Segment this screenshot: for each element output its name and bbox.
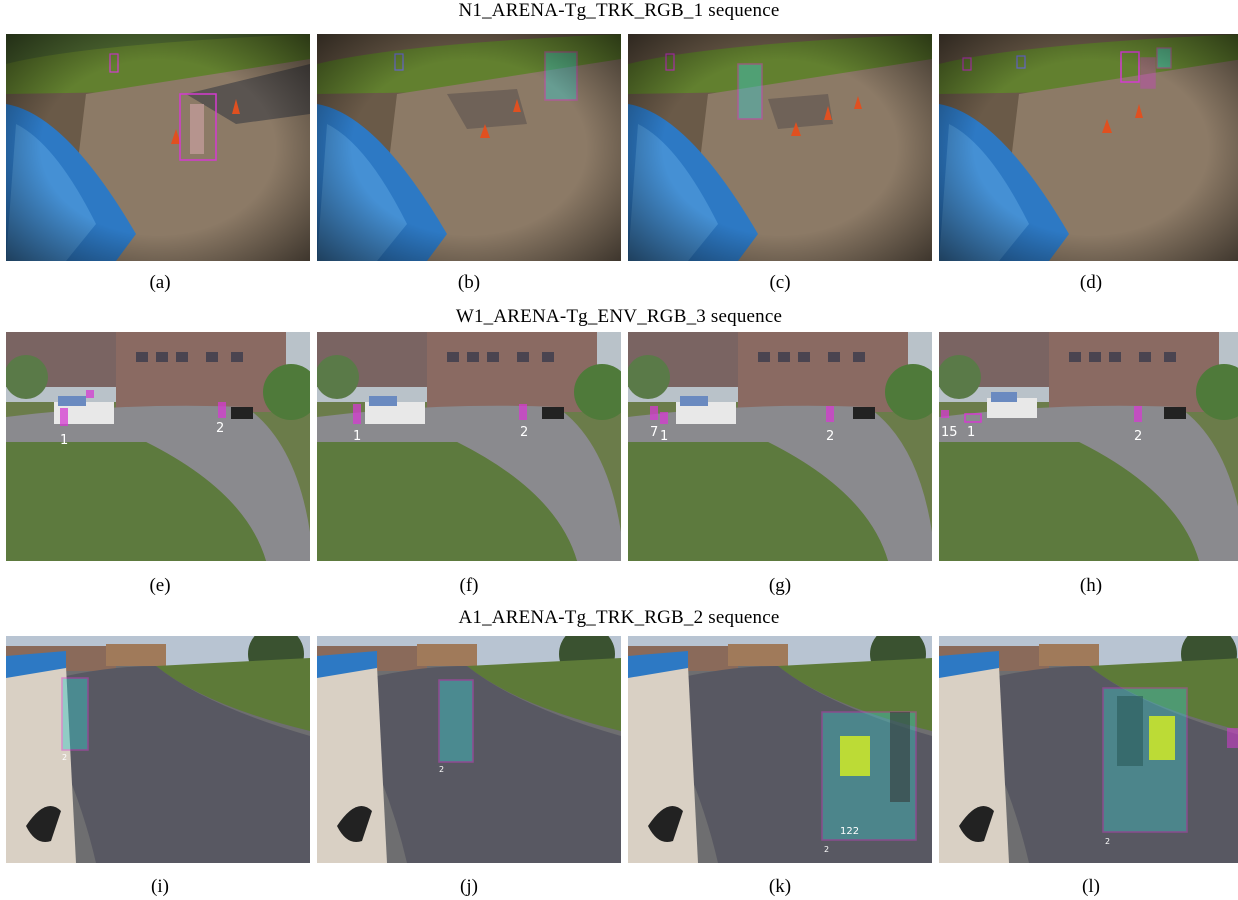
frame-i: 2 [6, 636, 310, 863]
caption-i: (i) [151, 876, 169, 897]
caption-a: (a) [149, 272, 171, 293]
caption-k: (k) [768, 876, 792, 897]
caption-c: (c) [769, 272, 791, 293]
track-id-label: 2 [1134, 429, 1142, 444]
frame-k: 122 2 [628, 636, 932, 863]
frame-a [6, 34, 310, 261]
caption-e: (e) [149, 575, 171, 596]
caption-g: (g) [768, 575, 792, 596]
sequence-title-a1: A1_ARENA-Tg_TRK_RGB_2 sequence [458, 607, 780, 628]
track-id-label: 122 [840, 826, 859, 837]
track-id-label: 2 [1105, 837, 1110, 846]
track-id-label: 7 [650, 425, 658, 440]
track-id-label: 2 [62, 753, 67, 762]
frame-b [317, 34, 621, 261]
frame-f: 1 2 [317, 332, 621, 561]
track-id-label: 1 [60, 433, 68, 448]
frame-j: 2 [317, 636, 621, 863]
track-id-label: 2 [439, 765, 444, 774]
track-id-label: 15 [941, 425, 958, 440]
frame-l: 2 [939, 636, 1238, 863]
track-id-label: 1 [660, 429, 668, 444]
track-id-label: 2 [824, 845, 829, 854]
frame-d [939, 34, 1238, 261]
sequence-title-n1: N1_ARENA-Tg_TRK_RGB_1 sequence [458, 0, 780, 21]
track-id-label: 2 [826, 429, 834, 444]
caption-d: (d) [1079, 272, 1103, 293]
frame-e: 1 2 [6, 332, 310, 561]
caption-j: (j) [460, 876, 478, 897]
sequence-title-w1: W1_ARENA-Tg_ENV_RGB_3 sequence [455, 306, 783, 327]
track-id-label: 1 [353, 429, 361, 444]
frame-g: 7 1 2 [628, 332, 932, 561]
caption-f: (f) [459, 575, 479, 596]
track-id-label: 2 [216, 421, 224, 436]
caption-h: (h) [1079, 575, 1103, 596]
frame-h: 15 1 2 [939, 332, 1238, 561]
track-id-label: 1 [967, 425, 975, 440]
caption-l: (l) [1082, 876, 1100, 897]
track-id-label: 2 [520, 425, 528, 440]
frame-c [628, 34, 932, 261]
caption-b: (b) [457, 272, 481, 293]
